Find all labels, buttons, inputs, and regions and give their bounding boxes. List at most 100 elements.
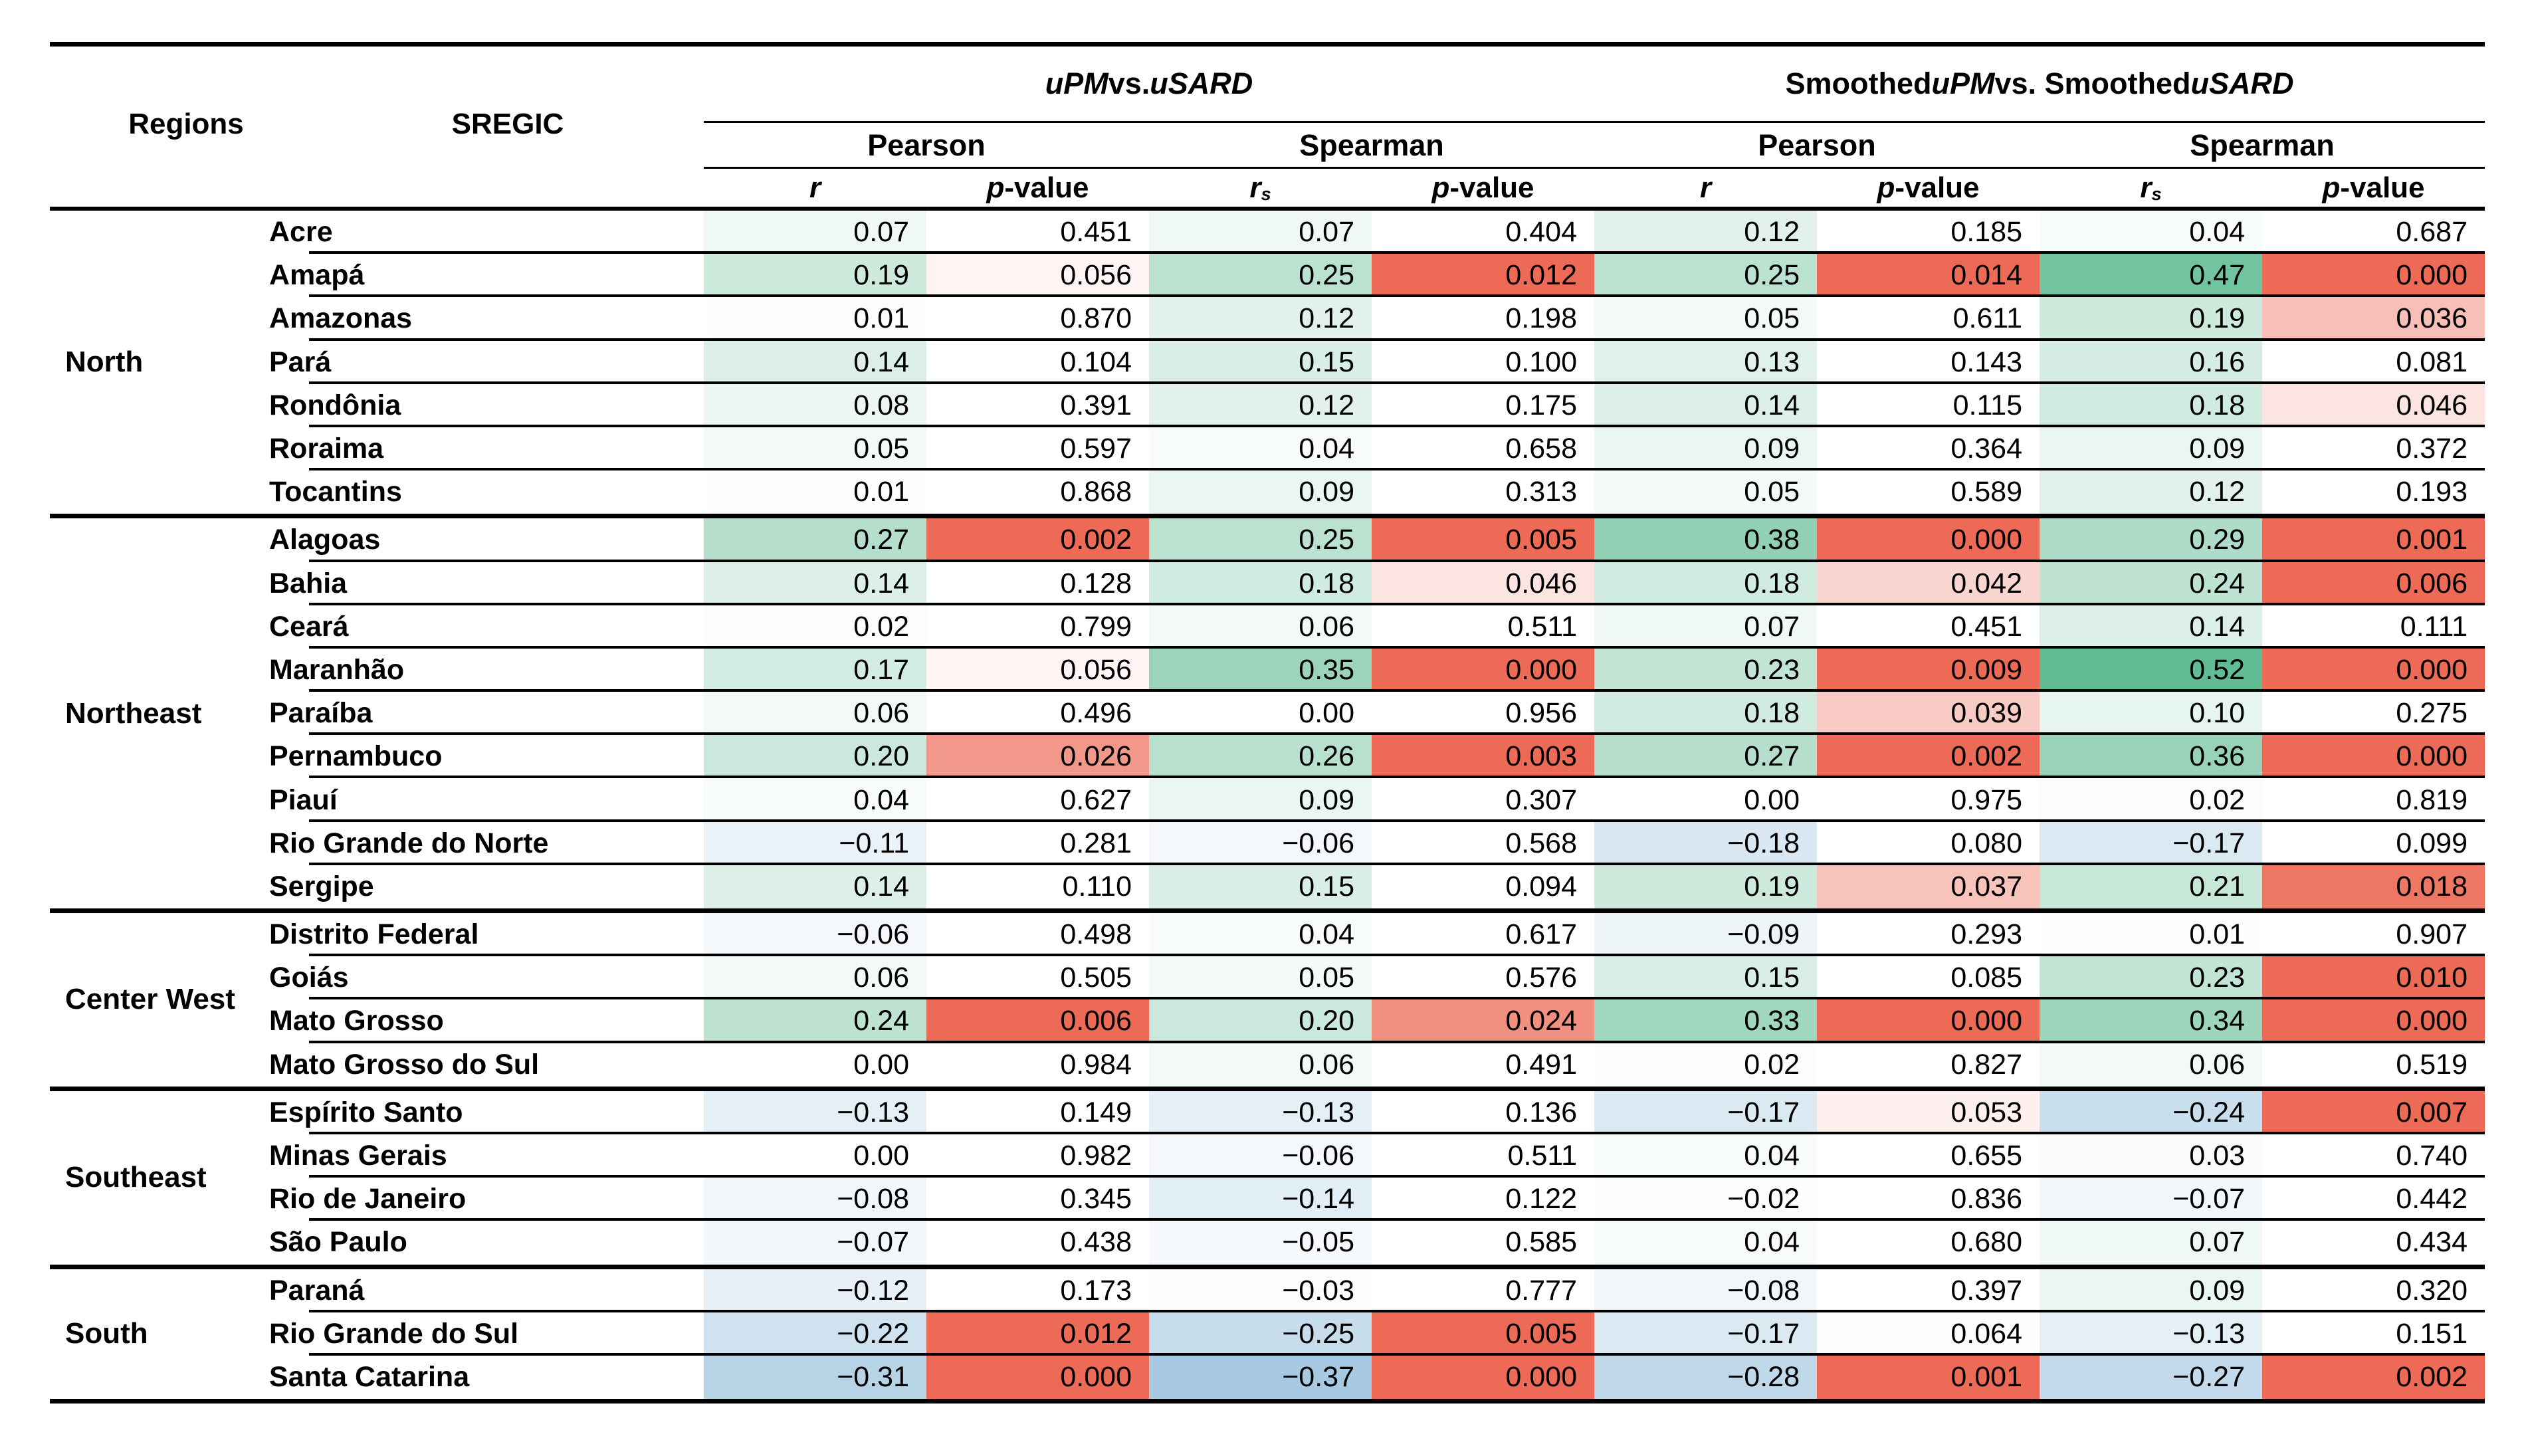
p-value-cell: 0.037: [1817, 865, 2040, 908]
state-name: Amapá: [269, 259, 365, 292]
table-row: Roraima 0.05 0.597 0.04 0.658 0.09 0.364 0.09 0.…: [269, 427, 2485, 471]
correlation-value-cell: 0.27: [1594, 735, 1817, 779]
correlation-value-cell: 0.21: [2040, 865, 2262, 908]
state-name: Sergipe: [269, 870, 374, 902]
correlation-value-cell: 0.00: [1594, 778, 1817, 822]
p-value-cell: 0.039: [1817, 692, 2040, 736]
p-value-cell: 0.193: [2262, 470, 2485, 514]
correlation-value-cell: 0.38: [1594, 518, 1817, 562]
group-header-upm-vs-usard: uPM vs. uSARD: [704, 63, 1594, 104]
correlation-value-cell: 0.05: [1594, 297, 1817, 341]
table-row: Santa Catarina −0.31 0.000 −0.37 0.000 −0.28 0…: [269, 1355, 2485, 1400]
p-value-cell: 0.498: [926, 913, 1149, 957]
region-label: North: [65, 346, 144, 379]
correlation-value-cell: 0.15: [1594, 956, 1817, 1000]
region-rows: Acre 0.07 0.451 0.07 0.404 0.12 0.185 0.04 0.687…: [269, 211, 2485, 514]
correlation-value-cell: −0.07: [2040, 1178, 2262, 1221]
correlation-value-cell: 0.01: [2040, 913, 2262, 957]
state-name: Pará: [269, 346, 332, 378]
p-value-cell: 0.104: [926, 340, 1149, 384]
p-value-cell: 0.198: [1372, 297, 1594, 341]
stat-header-row: r p -value r s p -value r p -value r s p -value: [704, 169, 2485, 207]
correlation-value-cell: 0.36: [2040, 735, 2262, 779]
p-value-cell: 0.597: [926, 427, 1149, 471]
correlation-value-cell: 0.17: [704, 648, 926, 692]
p-value-cell: 0.000: [2262, 999, 2485, 1043]
p-value-cell: 0.009: [1817, 648, 2040, 692]
region-block: South Paraná −0.12 0.173 −0.03 0.777 −0.08 0.39…: [50, 1269, 2485, 1404]
pearson-header-2: Pearson: [1758, 128, 1876, 162]
p-value-cell: 0.364: [1817, 427, 2040, 471]
region-label: Center West: [65, 983, 235, 1016]
correlation-value-cell: −0.08: [704, 1178, 926, 1221]
correlation-value-cell: 0.02: [1594, 1043, 1817, 1087]
correlation-value-cell: 0.00: [704, 1134, 926, 1178]
correlation-value-cell: −0.28: [1594, 1355, 1817, 1400]
p-value-cell: 0.000: [2262, 648, 2485, 692]
p-value-cell: 0.036: [2262, 297, 2485, 341]
table-row: Sergipe 0.14 0.110 0.15 0.094 0.19 0.037 0.21 0.…: [269, 865, 2485, 908]
correlation-value-cell: 0.06: [704, 692, 926, 736]
p-value-cell: 0.868: [926, 470, 1149, 514]
p-value-cell: 0.003: [1372, 735, 1594, 779]
correlation-value-cell: 0.07: [1149, 211, 1372, 255]
p-value-cell: 0.827: [1817, 1043, 2040, 1087]
p-value-cell: 0.777: [1372, 1269, 1594, 1312]
p-value-cell: 0.115: [1817, 383, 2040, 427]
table-row: Tocantins 0.01 0.868 0.09 0.313 0.05 0.589 0.12…: [269, 470, 2485, 514]
correlation-value-cell: 0.25: [1149, 518, 1372, 562]
p-value-cell: 0.434: [2262, 1221, 2485, 1265]
p-value-cell: 0.000: [1817, 518, 2040, 562]
p-value-cell: 0.568: [1372, 821, 1594, 865]
p-value-cell: 0.002: [2262, 1355, 2485, 1400]
p-value-cell: 0.128: [926, 562, 1149, 605]
italic-text: uPM: [1045, 66, 1108, 100]
correlation-value-cell: −0.27: [2040, 1355, 2262, 1400]
correlation-value-cell: 0.04: [704, 778, 926, 822]
state-name: Piauí: [269, 783, 338, 816]
correlation-value-cell: 0.14: [704, 562, 926, 605]
p-value-header: p -value: [1877, 171, 1980, 204]
correlation-value-cell: 0.12: [1594, 211, 1817, 255]
p-value-cell: 0.975: [1817, 778, 2040, 822]
p-value-cell: 0.122: [1372, 1178, 1594, 1221]
p-value-cell: 0.984: [926, 1043, 1149, 1087]
p-value-cell: 0.046: [2262, 383, 2485, 427]
p-value-cell: 0.000: [1372, 1355, 1594, 1400]
region-block: North Acre 0.07 0.451 0.07 0.404 0.12 0.185 0.04…: [50, 211, 2485, 519]
p-value-cell: 0.110: [926, 865, 1149, 908]
correlation-table: Regions SREGIC uPM vs. uSARD Smoothed uP…: [50, 42, 2485, 1404]
p-value-cell: 0.000: [926, 1355, 1149, 1400]
p-value-cell: 0.451: [1817, 605, 2040, 649]
pearson-header-1: Pearson: [867, 128, 986, 162]
p-value-cell: 0.005: [1372, 1312, 1594, 1356]
state-name: Paraná: [269, 1274, 365, 1306]
p-value-cell: 0.024: [1372, 999, 1594, 1043]
table-row: Paraná −0.12 0.173 −0.03 0.777 −0.08 0.397 0.09…: [269, 1269, 2485, 1312]
p-value-cell: 0.655: [1817, 1134, 2040, 1178]
p-value-cell: 0.836: [1817, 1178, 2040, 1221]
correlation-value-cell: 0.09: [2040, 427, 2262, 471]
p-value-cell: 0.320: [2262, 1269, 2485, 1312]
correlation-value-cell: −0.07: [704, 1221, 926, 1265]
correlation-value-cell: −0.22: [704, 1312, 926, 1356]
plain-text: Smoothed: [1785, 66, 1932, 100]
p-value-cell: 0.100: [1372, 340, 1594, 384]
p-value-header: p -value: [986, 171, 1089, 204]
correlation-value-cell: 0.06: [1149, 1043, 1372, 1087]
p-value-cell: 0.617: [1372, 913, 1594, 957]
correlation-value-cell: 0.04: [2040, 211, 2262, 255]
state-name: Tocantins: [269, 476, 402, 508]
correlation-value-cell: 0.25: [1149, 254, 1372, 298]
p-value-cell: 0.000: [2262, 735, 2485, 779]
p-value-cell: 0.511: [1372, 605, 1594, 649]
group-header-underline: [704, 121, 2485, 123]
p-value-cell: 0.275: [2262, 692, 2485, 736]
correlation-value-cell: −0.02: [1594, 1178, 1817, 1221]
region-rows: Alagoas 0.27 0.002 0.25 0.005 0.38 0.000 0.29 0.…: [269, 518, 2485, 908]
p-value-cell: 0.185: [1817, 211, 2040, 255]
correlation-value-cell: −0.12: [704, 1269, 926, 1312]
correlation-value-cell: −0.13: [2040, 1312, 2262, 1356]
p-value-cell: 0.014: [1817, 254, 2040, 298]
